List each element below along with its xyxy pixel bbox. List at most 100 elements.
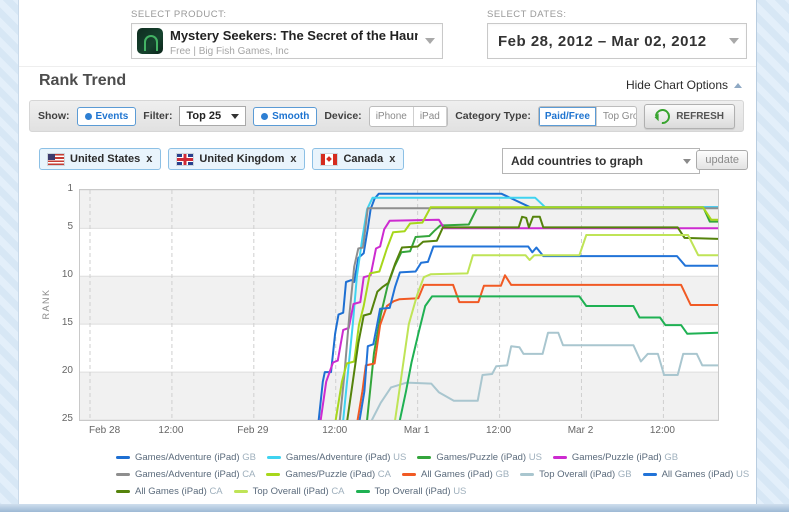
legend-swatch-icon: [266, 473, 280, 476]
legend-country-code: CA: [378, 469, 391, 480]
main-panel: SELECT PRODUCT: Mystery Seekers: The Sec…: [18, 0, 757, 504]
legend-swatch-icon: [116, 456, 130, 459]
legend-label: All Games (iPad) US: [662, 466, 750, 480]
smooth-toggle-button[interactable]: Smooth: [253, 107, 317, 126]
country-tags: United States x United Kingdom x Canada …: [39, 148, 404, 170]
chart-legend: Games/Adventure (iPad) GBGames/Adventure…: [19, 446, 750, 497]
legend-row: Games/Adventure (iPad) CA Games/Puzzle (i…: [116, 463, 750, 480]
legend-label: Top Overall (iPad) GB: [539, 466, 631, 480]
category-option-paid-free[interactable]: Paid/Free: [539, 107, 597, 126]
legend-item-CA-4[interactable]: Games/Adventure (iPad) CA: [116, 466, 255, 480]
x-tick-label: 12:00: [158, 425, 183, 436]
category-segmented-control: Paid/Free Top Grossing All: [538, 106, 637, 127]
device-label: Device:: [324, 110, 361, 122]
legend-country-code: US: [529, 452, 542, 463]
chart-options-toolbar: Show: Events Filter: Top 25 Smooth Devic…: [29, 100, 744, 132]
dates-dropdown-caret[interactable]: [722, 38, 746, 44]
legend-country-code: CA: [209, 486, 222, 497]
x-tick-label: Mar 2: [568, 425, 594, 436]
add-countries-select[interactable]: Add countries to graph: [502, 148, 700, 174]
legend-label: Games/Adventure (iPad) CA: [135, 466, 255, 480]
legend-label: All Games (iPad) GB: [421, 466, 509, 480]
filter-select[interactable]: Top 25: [179, 106, 246, 126]
refresh-button[interactable]: REFRESH: [644, 104, 735, 129]
legend-swatch-icon: [116, 490, 130, 493]
legend-item-GB-6[interactable]: All Games (iPad) GB: [402, 466, 509, 480]
rank-trend-plot: [80, 190, 718, 420]
country-tag-canada[interactable]: Canada x: [312, 148, 404, 170]
y-tick-label: 15: [29, 318, 73, 328]
date-selector-group: SELECT DATES: Feb 28, 2012 – Mar 02, 201…: [487, 9, 747, 59]
legend-label: Games/Adventure (iPad) US: [286, 449, 406, 463]
legend-swatch-icon: [417, 456, 431, 459]
filter-label: Filter:: [143, 110, 172, 122]
legend-item-GB-3[interactable]: Games/Puzzle (iPad) GB: [553, 449, 678, 463]
legend-item-CA-10[interactable]: Top Overall (iPad) CA: [234, 483, 345, 497]
legend-label: Games/Puzzle (iPad) CA: [285, 466, 391, 480]
category-option-top-grossing[interactable]: Top Grossing: [597, 107, 637, 126]
bottom-bar: [0, 504, 789, 512]
legend-country-code: CA: [331, 486, 344, 497]
y-tick-label: 25: [29, 414, 73, 424]
legend-item-US-2[interactable]: Games/Puzzle (iPad) US: [417, 449, 542, 463]
legend-label: Games/Puzzle (iPad) GB: [572, 449, 678, 463]
legend-item-GB-7[interactable]: Top Overall (iPad) GB: [520, 466, 631, 480]
legend-swatch-icon: [520, 473, 534, 476]
legend-swatch-icon: [234, 490, 248, 493]
remove-country-icon[interactable]: x: [389, 153, 395, 165]
x-tick-label: Feb 28: [89, 425, 120, 436]
device-option-all-ios[interactable]: All iOS: [447, 107, 448, 126]
x-tick-label: 12:00: [322, 425, 347, 436]
legend-swatch-icon: [267, 456, 281, 459]
legend-country-code: US: [393, 452, 406, 463]
country-tag-united-kingdom[interactable]: United Kingdom x: [168, 148, 305, 170]
legend-item-US-1[interactable]: Games/Adventure (iPad) US: [267, 449, 406, 463]
remove-country-icon[interactable]: x: [290, 153, 296, 165]
update-button[interactable]: update: [696, 150, 748, 170]
legend-swatch-icon: [356, 490, 370, 493]
legend-label: Games/Adventure (iPad) GB: [135, 449, 256, 463]
device-option-iphone[interactable]: iPhone: [370, 107, 414, 126]
legend-item-CA-5[interactable]: Games/Puzzle (iPad) CA: [266, 466, 391, 480]
device-option-ipad[interactable]: iPad: [414, 107, 447, 126]
legend-item-CA-9[interactable]: All Games (iPad) CA: [116, 483, 223, 497]
events-toggle-button[interactable]: Events: [77, 107, 137, 126]
legend-item-GB-0[interactable]: Games/Adventure (iPad) GB: [116, 449, 256, 463]
chevron-down-icon: [231, 114, 239, 119]
countries-row: United States x United Kingdom x Canada …: [19, 148, 756, 178]
bullet-icon: [261, 113, 268, 120]
select-product-label: SELECT PRODUCT:: [131, 9, 443, 20]
refresh-icon: [652, 105, 673, 126]
app-icon: [137, 28, 163, 54]
chevron-down-icon: [683, 159, 691, 164]
y-tick-label: 20: [29, 366, 73, 376]
show-label: Show:: [38, 110, 70, 122]
legend-item-US-11[interactable]: Top Overall (iPad) US: [356, 483, 467, 497]
legend-label: Top Overall (iPad) CA: [253, 483, 345, 497]
legend-row: All Games (iPad) CA Top Overall (iPad) CA…: [116, 480, 750, 497]
product-title: Mystery Seekers: The Secret of the Haunt…: [170, 28, 418, 43]
x-tick-label: Mar 1: [404, 425, 430, 436]
plot-area: [79, 189, 719, 421]
legend-label: Games/Puzzle (iPad) US: [436, 449, 542, 463]
legend-swatch-icon: [116, 473, 130, 476]
country-tag-united-states[interactable]: United States x: [39, 148, 161, 170]
hide-chart-options-label: Hide Chart Options: [626, 78, 728, 92]
header: SELECT PRODUCT: Mystery Seekers: The Sec…: [19, 0, 756, 67]
dates-dropdown[interactable]: Feb 28, 2012 – Mar 02, 2012: [487, 23, 747, 59]
product-dropdown[interactable]: Mystery Seekers: The Secret of the Haunt…: [131, 23, 443, 59]
legend-country-code: GB: [242, 452, 256, 463]
add-countries-value: Add countries to graph: [511, 154, 643, 168]
legend-country-code: GB: [495, 469, 509, 480]
product-dropdown-caret[interactable]: [418, 38, 442, 44]
remove-country-icon[interactable]: x: [146, 153, 152, 165]
product-subtitle: Free | Big Fish Games, Inc: [170, 46, 418, 57]
page: { "header": { "product_label": "SELECT P…: [0, 0, 789, 512]
hide-chart-options-link[interactable]: Hide Chart Options: [626, 78, 742, 92]
category-type-label: Category Type:: [455, 110, 531, 122]
y-tick-label: 10: [29, 270, 73, 280]
canada-flag-icon: [321, 154, 337, 165]
legend-item-US-8[interactable]: All Games (iPad) US: [643, 466, 750, 480]
legend-country-code: CA: [242, 469, 255, 480]
legend-country-code: GB: [618, 469, 632, 480]
